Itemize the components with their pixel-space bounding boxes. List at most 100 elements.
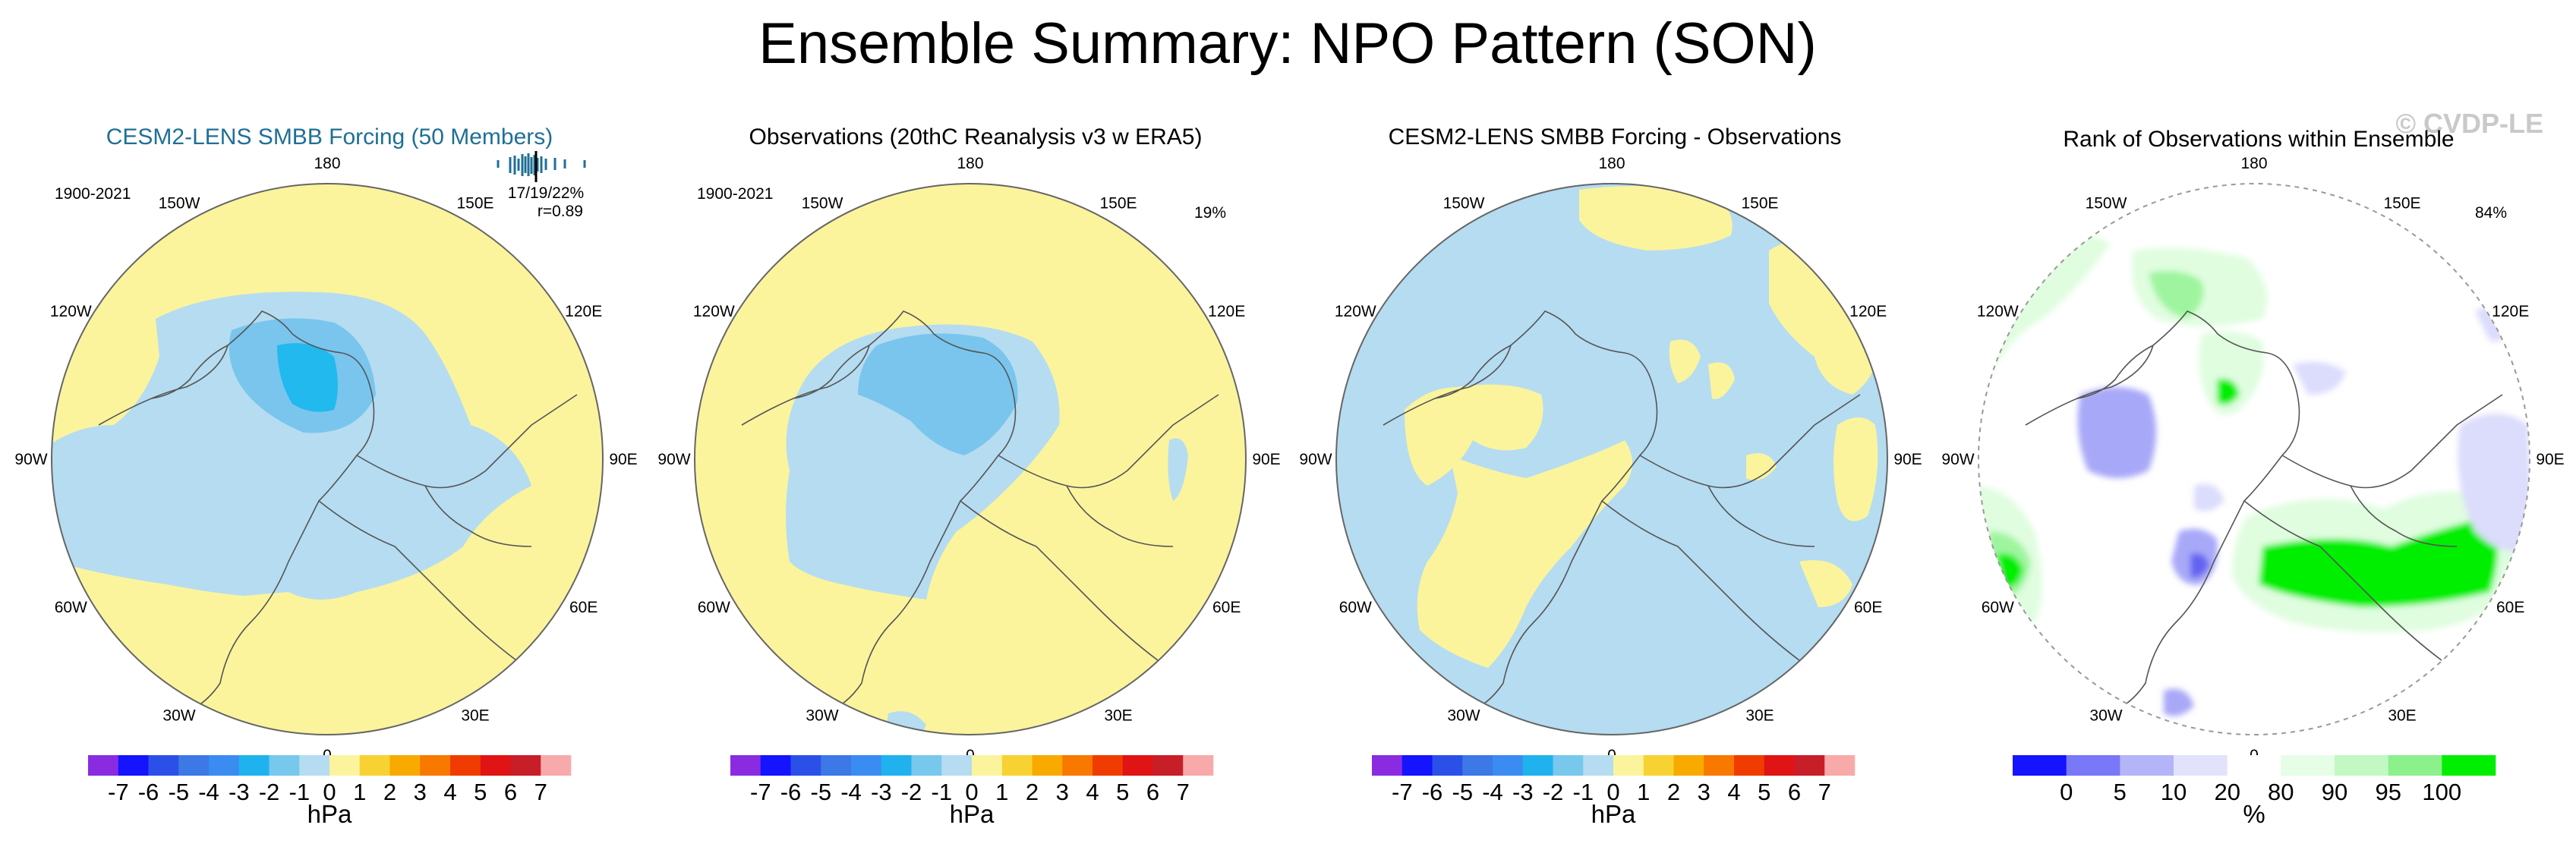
colorbar-segment [760,755,791,776]
colorbar-segment [1462,755,1493,776]
colorbar-segment [118,755,149,776]
period-label: 1900-2021 [697,185,773,203]
colorbar-segment [851,755,882,776]
colorbar-segment [1522,755,1553,776]
colorbar-tick-label: -5 [169,779,190,805]
colorbar-tick-label: -3 [1512,779,1534,805]
colorbar-segment [2227,755,2281,776]
colorbar-segment [1062,755,1093,776]
colorbar-segment [2066,755,2120,776]
stats-label: 84% [2475,204,2507,222]
period-label: 1900-2021 [55,185,131,203]
colorbar-tick-label: 6 [504,779,517,805]
lon-label: 60E [1212,599,1241,616]
colorbar-segment [1402,755,1433,776]
map-fill [1979,184,2530,735]
stats-label: 17/19/22% [508,184,584,202]
colorbar: -7 -6 -5 -4 -3 -2 -1 0 1 2 3 4 5 6 7 hPa [730,755,1214,828]
colorbar-segment [2442,755,2496,776]
colorbar-tick-label: 6 [1146,779,1159,805]
colorbar-segment [420,755,451,776]
colorbar-tick-label: 0 [2060,779,2073,805]
colorbar-segment [178,755,210,776]
colorbar-segment [1583,755,1614,776]
lon-label: 60E [1854,599,1882,616]
lon-label: 90E [1893,451,1922,468]
colorbar-segment [730,755,761,776]
colorbar-tick-label: -5 [1452,779,1474,805]
colorbar-segment [450,755,481,776]
lon-label: 90W [1941,451,1974,468]
colorbar-tick-label: -7 [750,779,771,805]
colorbar-tick-label: -3 [229,779,250,805]
lon-label: 120W [1977,303,2019,320]
colorbar-segment [1493,755,1524,776]
colorbar-unit: % [2243,800,2265,828]
colorbar-segment [1122,755,1153,776]
colorbar-segment [911,755,942,776]
map-boundary [1978,183,2530,735]
colorbar-unit: hPa [950,800,995,828]
colorbar-segment [510,755,541,776]
colorbar-tick-label: 5 [2114,779,2127,805]
figure-title: Ensemble Summary: NPO Pattern (SON) [758,11,1817,76]
colorbar-segment [1372,755,1403,776]
colorbar-tick-label: 1 [353,779,366,805]
lon-label: 150W [802,194,843,212]
colorbar-segment [359,755,390,776]
colorbar-tick-label: 4 [1086,779,1099,805]
colorbar-segment [1673,755,1704,776]
colorbar-tick-label: 6 [1788,779,1801,805]
lon-label: 60W [55,599,87,616]
lon-label: 90W [1299,451,1332,468]
map-fill [1336,184,1887,735]
map-fill [52,184,603,735]
lon-label: 150W [2086,194,2127,212]
lon-label: 90E [2536,451,2564,468]
colorbar-segment [2013,755,2067,776]
lon-label: 60E [569,599,597,616]
lon-label: 60W [698,599,730,616]
lon-label: 150E [456,194,493,212]
lon-label: 30E [1745,707,1774,725]
colorbar-tick-label: 95 [2375,779,2401,805]
colorbar-segment [1824,755,1856,776]
colorbar-segment [1553,755,1584,776]
colorbar-tick-label: 90 [2322,779,2347,805]
correlation-label: r=0.89 [538,203,583,220]
lon-label: 60W [1339,599,1372,616]
panel-title: Rank of Observations within Ensemble [2063,127,2454,152]
panel-observations: Observations (20thC Reanalysis v3 w ERA5… [694,124,1247,735]
colorbar-tick-label: 3 [1056,779,1069,805]
colorbar-tick-label: 2 [1026,779,1039,805]
lon-label: 150W [159,194,200,212]
colorbar-segment [299,755,330,776]
colorbar-segment [209,755,240,776]
lon-label: 120E [1849,303,1887,320]
colorbar-segment [1613,755,1644,776]
panel-difference: CESM2-LENS SMBB Forcing - Observations [1335,124,1888,735]
lon-label: 60E [2496,599,2524,616]
colorbar-segment [1643,755,1674,776]
colorbar-tick-label: 5 [1758,779,1770,805]
colorbar-tick-label: -1 [289,779,311,805]
colorbar-segment [2281,755,2335,776]
colorbar-tick-label: 100 [2422,779,2461,805]
colorbar-segment [881,755,912,776]
colorbar-unit: hPa [1591,800,1636,828]
colorbar-tick-label: 3 [414,779,427,805]
colorbar-segment [941,755,973,776]
map-boundary [694,183,1247,735]
lon-label: 120E [2492,303,2529,320]
colorbar-tick-label: 7 [534,779,547,805]
colorbar-tick-label: -7 [108,779,129,805]
colorbar-tick-label: 7 [1177,779,1190,805]
colorbar-tick-label: 20 [2214,779,2240,805]
colorbar-tick-label: 1 [995,779,1008,805]
lon-label: 60W [1982,599,2014,616]
lon-label: 30E [1104,707,1132,725]
colorbar-tick-label: -2 [1543,779,1564,805]
colorbar-segment [238,755,270,776]
colorbar-segment [389,755,421,776]
map-boundary [51,183,604,735]
